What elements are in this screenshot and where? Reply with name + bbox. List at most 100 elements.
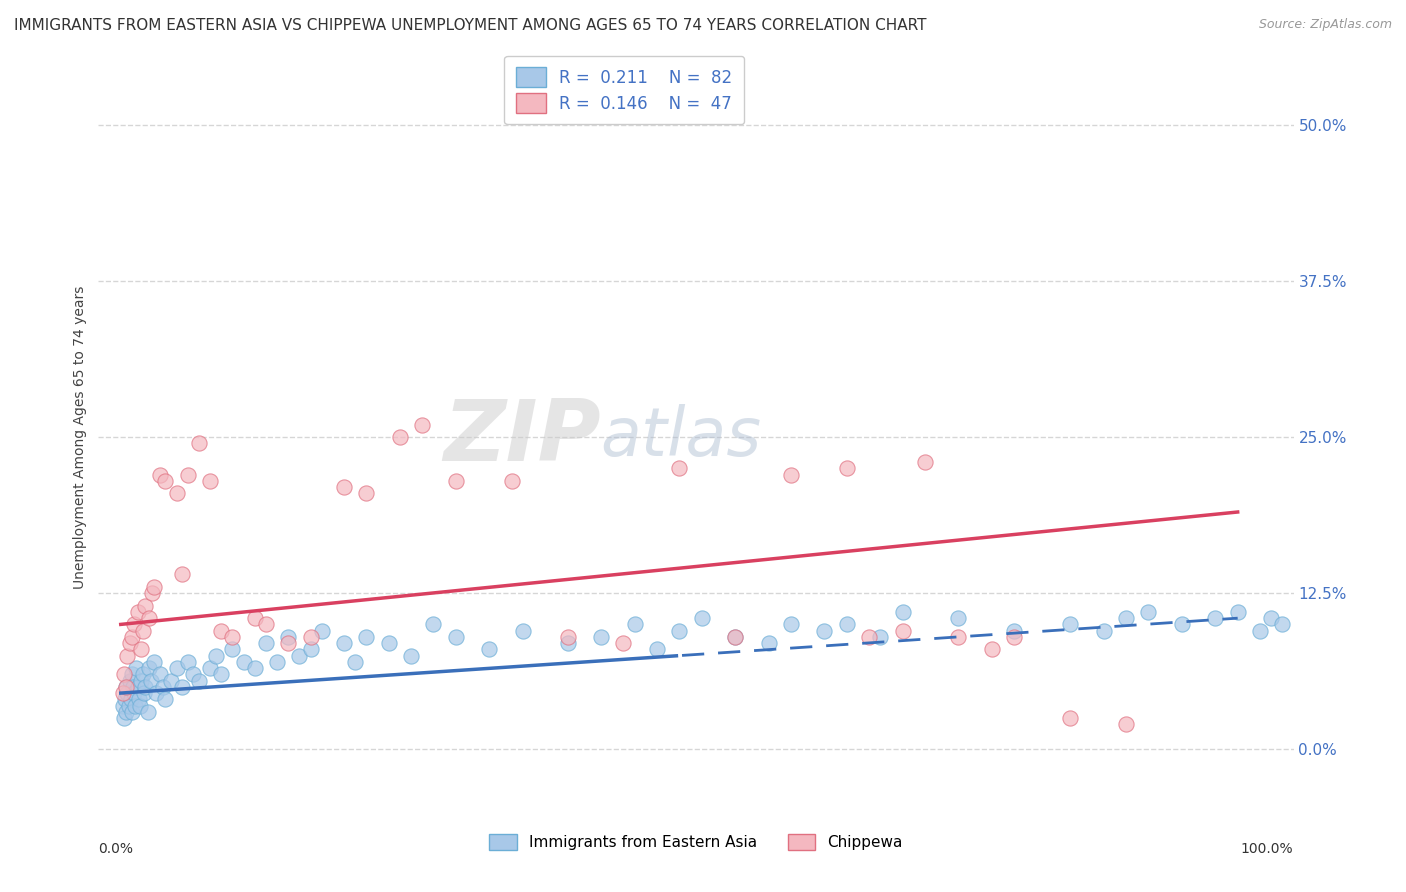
Point [149,467,172,482]
Point [115,680,138,694]
Point [981,642,1004,657]
Point [668,624,690,638]
Point [299,642,322,657]
Point [344,655,367,669]
Point [183,667,205,681]
Point [134,599,156,613]
Point [125,661,148,675]
Point [758,636,780,650]
Point [333,636,356,650]
Point [277,630,299,644]
Point [127,680,149,694]
Point [209,624,232,638]
Point [813,624,835,638]
Point [139,673,162,688]
Point [115,705,138,719]
Point [118,636,141,650]
Point [1249,624,1271,638]
Point [221,630,243,644]
Point [1115,611,1137,625]
Text: IMMIGRANTS FROM EASTERN ASIA VS CHIPPEWA UNEMPLOYMENT AMONG AGES 65 TO 74 YEARS : IMMIGRANTS FROM EASTERN ASIA VS CHIPPEWA… [14,18,927,33]
Point [1059,711,1081,725]
Point [232,655,254,669]
Point [243,611,266,625]
Point [1002,630,1025,644]
Point [121,667,143,681]
Point [132,624,155,638]
Point [612,636,634,650]
Point [299,630,322,644]
Point [444,474,467,488]
Point [138,611,160,625]
Point [138,661,160,675]
Point [422,617,444,632]
Point [780,467,803,482]
Point [143,580,166,594]
Point [356,486,378,500]
Point [858,630,880,644]
Point [378,636,401,650]
Point [891,624,914,638]
Point [1171,617,1194,632]
Legend: Immigrants from Eastern Asia, Chippewa: Immigrants from Eastern Asia, Chippewa [484,829,908,856]
Point [134,680,156,694]
Point [478,642,501,657]
Point [127,605,149,619]
Point [1204,611,1226,625]
Point [124,698,146,713]
Point [589,630,612,644]
Point [112,667,135,681]
Point [1260,611,1282,625]
Point [198,474,221,488]
Point [254,617,277,632]
Point [399,648,422,663]
Point [1226,605,1249,619]
Point [117,648,139,663]
Point [557,636,579,650]
Point [512,624,534,638]
Point [177,655,200,669]
Point [118,673,141,688]
Point [869,630,891,644]
Point [122,617,145,632]
Point [166,486,188,500]
Point [111,698,134,713]
Point [122,680,145,694]
Point [254,636,277,650]
Point [1137,605,1160,619]
Point [690,611,713,625]
Point [117,698,139,713]
Point [388,430,411,444]
Point [266,655,288,669]
Point [166,661,188,675]
Point [160,673,183,688]
Point [1092,624,1115,638]
Point [121,705,143,719]
Text: 0.0%: 0.0% [98,842,134,855]
Point [288,648,311,663]
Point [243,661,266,675]
Point [172,567,194,582]
Point [143,655,166,669]
Point [891,605,914,619]
Point [1059,617,1081,632]
Point [187,673,209,688]
Point [209,667,232,681]
Point [136,705,159,719]
Point [645,642,668,657]
Text: ZIP: ZIP [443,395,600,479]
Point [914,455,936,469]
Point [121,630,143,644]
Point [128,692,150,706]
Point [177,467,200,482]
Point [114,692,136,706]
Text: 100.0%: 100.0% [1241,842,1294,855]
Point [724,630,747,644]
Point [117,686,139,700]
Point [311,624,333,638]
Point [155,692,177,706]
Point [141,586,163,600]
Point [835,617,858,632]
Point [277,636,299,650]
Point [724,630,747,644]
